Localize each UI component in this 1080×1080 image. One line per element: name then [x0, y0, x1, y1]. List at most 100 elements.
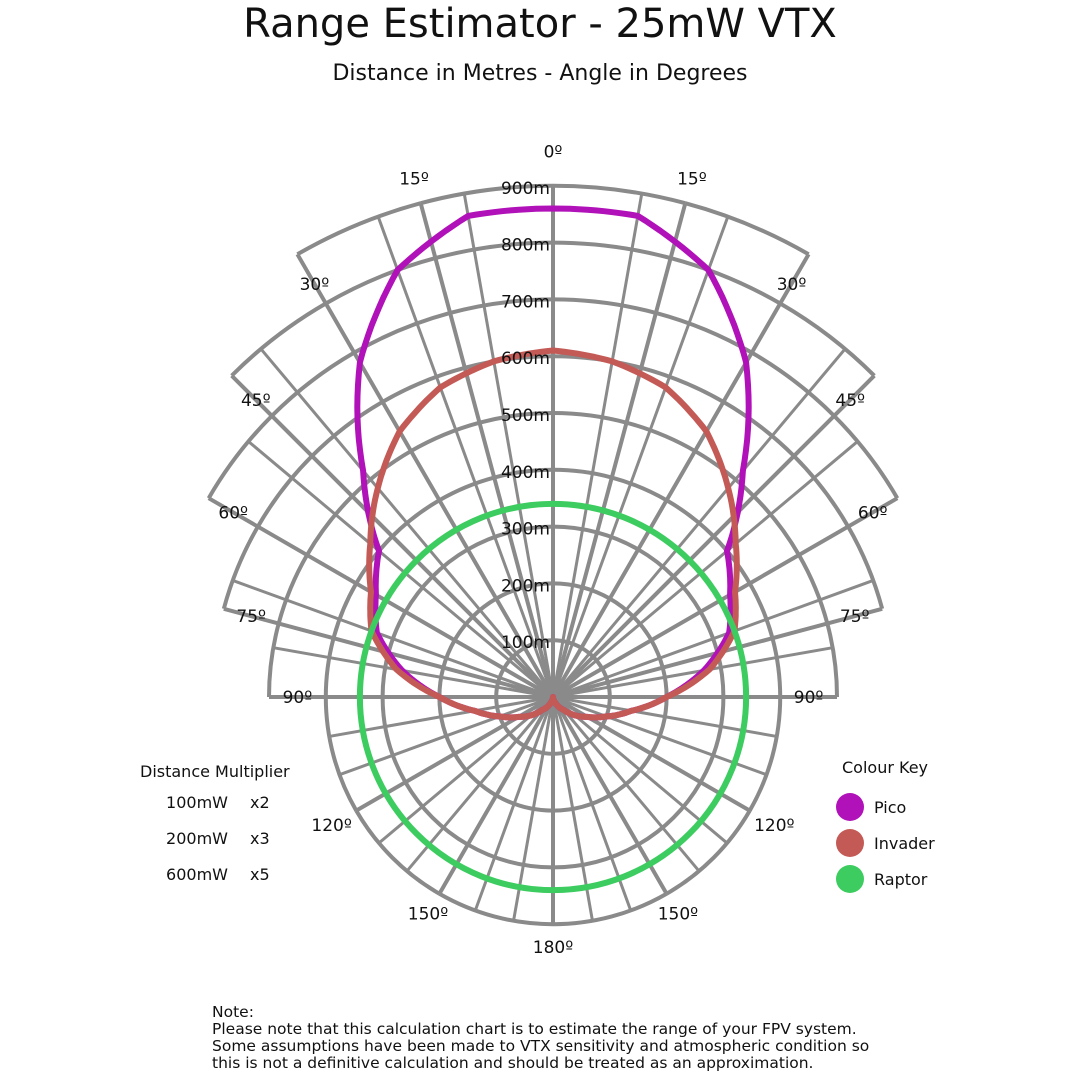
grid-ring [354, 809, 441, 896]
grid-spoke [437, 696, 555, 895]
grid-ring [410, 420, 481, 453]
radial-tick-label: 200m [501, 576, 550, 596]
polar-grid [206, 183, 900, 927]
angle-tick-label: 60º [218, 503, 248, 523]
grid-spoke [551, 374, 876, 699]
grid-ring [779, 301, 876, 378]
grid-ring [494, 681, 501, 698]
grid-spoke [259, 347, 555, 698]
grid-ring [750, 350, 836, 418]
grid-spoke [552, 695, 778, 738]
angle-tick-label: 150º [408, 904, 448, 924]
legend-label: Pico [874, 797, 907, 817]
grid-ring [608, 752, 654, 798]
multiplier-factor: x2 [250, 793, 270, 812]
radial-tick-label: 900m [501, 179, 550, 199]
grid-spoke [376, 216, 555, 698]
legend-swatch-raptor [836, 865, 864, 893]
grid-spoke [551, 696, 669, 895]
grid-ring [323, 637, 336, 698]
grid-ring [552, 183, 686, 206]
note-heading: Note: [212, 1003, 254, 1021]
grid-spoke [551, 696, 701, 873]
grid-ring [670, 256, 782, 306]
grid-ring [552, 411, 628, 425]
grid-ring [552, 842, 640, 870]
grid-ring [698, 696, 726, 784]
grid-spoke [418, 202, 555, 698]
grid-ring [552, 467, 613, 480]
grid-spoke [551, 696, 633, 912]
multiplier-power: 100mW [166, 793, 228, 812]
angle-tick-label: 0º [544, 143, 563, 163]
angle-tick-label: 180º [533, 938, 573, 958]
grid-spoke [328, 695, 554, 738]
legend-label: Raptor [874, 869, 928, 889]
multiplier-title: Distance Multiplier [140, 762, 290, 781]
grid-ring [649, 696, 669, 755]
grid-ring [684, 201, 810, 257]
grid-spoke [377, 695, 554, 845]
radial-tick-label: 700m [501, 292, 550, 312]
grid-spoke [551, 696, 594, 922]
grid-ring [825, 622, 839, 698]
legend-title: Colour Key [842, 758, 929, 777]
grid-ring [722, 400, 796, 458]
grid-ring [390, 498, 441, 538]
grid-ring [698, 610, 720, 654]
distance-multiplier-table: Distance Multiplier 100mW x2 200mW x3 60… [140, 762, 290, 901]
multiplier-power: 600mW [166, 865, 228, 884]
grid-ring [230, 301, 327, 378]
angle-tick-label: 15º [399, 170, 429, 190]
angle-tick-label: 45º [241, 391, 271, 411]
multiplier-factor: x5 [250, 865, 270, 884]
grid-ring [552, 240, 672, 261]
radial-tick-label: 400m [501, 463, 550, 483]
radial-tick-label: 100m [501, 633, 550, 653]
grid-ring [665, 809, 752, 896]
grid-ring [523, 744, 554, 756]
grid-spoke [247, 440, 554, 699]
grid-spoke [462, 193, 555, 698]
angle-tick-label: 150º [658, 904, 698, 924]
grid-ring [478, 411, 554, 425]
multiplier-factor: x3 [250, 829, 270, 848]
grid-ring [296, 201, 422, 257]
grid-ring [748, 696, 783, 812]
disclaimer-note: Note: Please note that this calculation … [212, 1004, 1032, 1072]
grid-ring [552, 638, 569, 645]
grid-ring [552, 892, 668, 927]
grid-ring [797, 554, 830, 625]
grid-ring [438, 892, 554, 927]
grid-ring [748, 582, 775, 639]
series-line-raptor [356, 500, 750, 894]
grid-ring [420, 183, 554, 206]
grid-spoke [232, 579, 554, 699]
grid-ring [660, 667, 669, 698]
series-layer [354, 205, 752, 894]
grid-ring [324, 256, 436, 306]
grid-spoke [552, 646, 833, 699]
radial-tick-label: 300m [501, 520, 550, 540]
grid-ring [276, 554, 309, 625]
angle-tick-label: 45º [835, 391, 865, 411]
legend-swatch-pico [836, 793, 864, 821]
grid-ring [270, 350, 356, 418]
grid-ring [792, 454, 850, 528]
colour-key-legend: Colour Key Pico Invader Raptor [836, 758, 935, 897]
legend-swatch-invader [836, 829, 864, 857]
grid-ring [386, 610, 408, 654]
grid-ring [449, 297, 554, 315]
angle-tick-label: 30º [300, 275, 330, 295]
grid-spoke [207, 496, 554, 699]
grid-spoke [273, 646, 554, 699]
grid-ring [310, 400, 384, 458]
note-line: Some assumptions have been made to VTX s… [212, 1037, 870, 1055]
grid-ring [452, 752, 498, 798]
multiplier-row: 600mW x5 [140, 865, 290, 901]
grid-ring [649, 639, 665, 669]
grid-ring [323, 696, 358, 812]
grid-ring [354, 534, 394, 585]
legend-label: Invader [874, 833, 935, 853]
grid-ring [221, 525, 260, 610]
